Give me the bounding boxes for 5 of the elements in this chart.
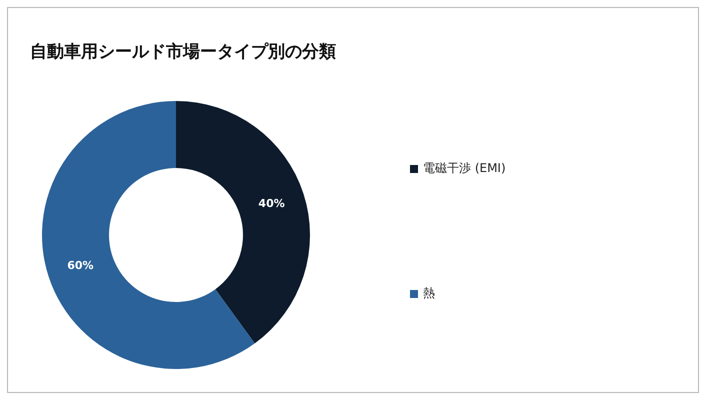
data-label: 40% (258, 196, 285, 210)
legend-label: 熱 (423, 285, 435, 302)
chart-title: 自動車用シールド市場ータイプ別の分類 (30, 41, 336, 63)
legend-label: 電磁干渉 (EMI) (423, 160, 506, 177)
data-label: 60% (67, 258, 94, 272)
